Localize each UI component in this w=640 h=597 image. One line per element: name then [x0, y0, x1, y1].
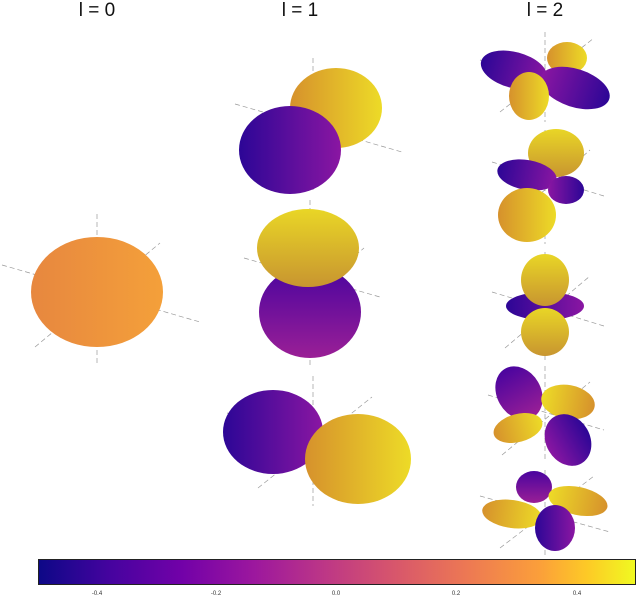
colorbar-tick-1: -0.4	[91, 591, 103, 597]
orbital-l2-m-2	[479, 32, 611, 122]
harmonics-plot	[1, 32, 611, 556]
orbital-l2-m2	[479, 470, 611, 556]
title-l0: l = 0	[78, 0, 116, 21]
orbital-l1-m0	[243, 200, 381, 368]
orbital-l1-m1	[223, 376, 411, 506]
title-l1: l = 1	[281, 0, 319, 21]
title-l2: l = 2	[526, 0, 564, 21]
colorbar	[38, 559, 636, 585]
orbital-l2-m-1	[491, 129, 605, 244]
orbital-l2-m0	[491, 252, 605, 360]
colorbar-tick-4: 0.2	[451, 591, 461, 597]
colorbar-tick-5: 0.4	[572, 591, 582, 597]
orbital-l1-m-1	[234, 58, 403, 194]
colorbar-tick-3: 0.0	[331, 591, 341, 597]
orbital-l2-m1	[487, 366, 605, 466]
colorbar-tick-2: -0.2	[210, 591, 222, 597]
orbital-l0-m0	[1, 214, 201, 366]
